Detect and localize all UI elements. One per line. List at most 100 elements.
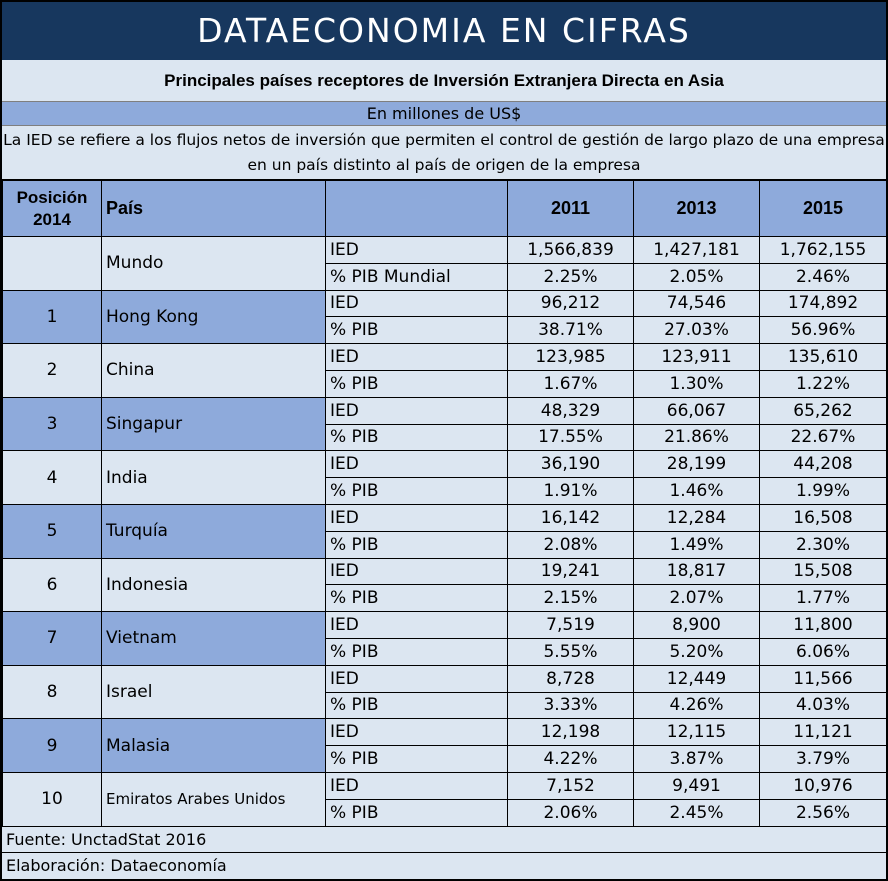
ied-value-cell: 8,728 xyxy=(507,664,634,693)
ied-value-cell: 44,208 xyxy=(759,450,887,479)
country-cell: Indonesia xyxy=(101,557,326,613)
country-cell: Hong Kong xyxy=(101,289,326,345)
metric-label-gdp: % PIB xyxy=(325,316,508,345)
metric-label-gdp: % PIB xyxy=(325,369,508,398)
ied-value-cell: 11,566 xyxy=(759,664,887,693)
table-row: % PIB 1.91% 1.46% 1.99% xyxy=(3,477,887,505)
gdp-share-cell: 3.87% xyxy=(633,745,760,773)
ied-value-cell: 16,508 xyxy=(759,503,887,532)
ied-value-cell: 9,491 xyxy=(633,771,760,800)
table-row: 10 Emiratos Arabes Unidos IED 7,152 9,491 10,… xyxy=(2,771,887,827)
country-cell: Turquía xyxy=(101,503,326,559)
table-row: Mundo IED 1,566,839 1,427,181 1,762,155 xyxy=(2,236,887,291)
rank-cell: 2 xyxy=(2,343,102,398)
metric-label-ied: IED xyxy=(325,664,508,693)
ied-value-cell: 12,115 xyxy=(633,718,760,747)
gdp-share-cell: 2.06% xyxy=(507,798,634,827)
ied-value-cell: 11,121 xyxy=(759,718,887,747)
header-country: País xyxy=(101,180,326,237)
table-row: 3 Singapur IED 48,329 66,067 65,262 xyxy=(2,396,887,452)
gdp-share-cell: 1.77% xyxy=(759,584,887,613)
fdi-table: Posición 2014 País 2011 2013 2015 Mundo I… xyxy=(2,180,887,827)
rank-cell: 6 xyxy=(2,557,102,613)
ied-value-cell: 65,262 xyxy=(759,396,887,425)
metric-label-gdp: % PIB xyxy=(325,477,508,505)
gdp-share-cell: 2.08% xyxy=(507,530,634,559)
gdp-share-cell: 22.67% xyxy=(759,423,887,452)
rank-cell: 9 xyxy=(2,718,102,773)
metric-label-gdp: % PIB xyxy=(325,423,508,452)
ied-value-cell: 15,508 xyxy=(759,557,887,586)
header-year-2015: 2015 xyxy=(759,180,887,237)
ied-value-cell: 36,190 xyxy=(507,450,634,479)
metric-label-ied: IED xyxy=(325,396,508,425)
ied-value-cell: 74,546 xyxy=(633,289,760,318)
ied-value-cell: 18,817 xyxy=(633,557,760,586)
rank-cell: 1 xyxy=(2,289,102,345)
gdp-share-cell: 2.56% xyxy=(759,798,887,827)
ied-value-cell: 10,976 xyxy=(759,771,887,800)
ied-value-cell: 7,519 xyxy=(507,611,634,639)
ied-value-cell: 174,892 xyxy=(759,289,887,318)
ied-value-cell: 1,427,181 xyxy=(633,236,760,264)
rank-cell: 3 xyxy=(2,396,102,452)
gdp-share-cell: 1.49% xyxy=(633,530,760,559)
ied-value-cell: 1,762,155 xyxy=(759,236,887,264)
ied-value-cell: 135,610 xyxy=(759,343,887,371)
ied-value-cell: 66,067 xyxy=(633,396,760,425)
ied-value-cell: 123,985 xyxy=(507,343,634,371)
country-cell: Emiratos Arabes Unidos xyxy=(101,771,326,827)
gdp-share-cell: 27.03% xyxy=(633,316,760,345)
table-row: % PIB 17.55% 21.86% 22.67% xyxy=(3,423,887,452)
metric-label-gdp: % PIB Mundial xyxy=(325,262,508,291)
gdp-share-cell: 3.79% xyxy=(759,745,887,773)
gdp-share-cell: 4.03% xyxy=(759,691,887,720)
header-year-2011: 2011 xyxy=(507,180,634,237)
gdp-share-cell: 2.30% xyxy=(759,530,887,559)
metric-label-ied: IED xyxy=(325,611,508,639)
ied-value-cell: 48,329 xyxy=(507,396,634,425)
metric-label-ied: IED xyxy=(325,503,508,532)
ied-value-cell: 7,152 xyxy=(507,771,634,800)
source-note: Fuente: UnctadStat 2016 xyxy=(2,826,886,853)
gdp-share-cell: 1.99% xyxy=(759,477,887,505)
table-row: 2 China IED 123,985 123,911 135,610 xyxy=(2,343,887,398)
ied-value-cell: 12,198 xyxy=(507,718,634,747)
gdp-share-cell: 2.46% xyxy=(759,262,887,291)
metric-label-ied: IED xyxy=(325,289,508,318)
table-row: 5 Turquía IED 16,142 12,284 16,508 xyxy=(2,503,887,559)
ied-value-cell: 12,449 xyxy=(633,664,760,693)
table-subtitle: Principales países receptores de Inversi… xyxy=(2,60,886,102)
metric-label-gdp: % PIB xyxy=(325,584,508,613)
metric-label-gdp: % PIB xyxy=(325,798,508,827)
gdp-share-cell: 2.45% xyxy=(633,798,760,827)
metric-label-ied: IED xyxy=(325,450,508,479)
ied-value-cell: 16,142 xyxy=(507,503,634,532)
rank-cell xyxy=(2,236,102,291)
ied-value-cell: 11,800 xyxy=(759,611,887,639)
rank-cell: 7 xyxy=(2,611,102,666)
gdp-share-cell: 17.55% xyxy=(507,423,634,452)
table-row: 9 Malasia IED 12,198 12,115 11,121 xyxy=(2,718,887,773)
table-row: % PIB 38.71% 27.03% 56.96% xyxy=(3,316,887,345)
country-cell: China xyxy=(101,343,326,398)
country-cell: India xyxy=(101,450,326,505)
metric-label-gdp: % PIB xyxy=(325,637,508,666)
table-row: 7 Vietnam IED 7,519 8,900 11,800 xyxy=(2,611,887,666)
table-row: % PIB 1.67% 1.30% 1.22% xyxy=(3,369,887,398)
country-cell: Malasia xyxy=(101,718,326,773)
country-cell: Vietnam xyxy=(101,611,326,666)
ied-value-cell: 123,911 xyxy=(633,343,760,371)
gdp-share-cell: 6.06% xyxy=(759,637,887,666)
country-cell: Israel xyxy=(101,664,326,720)
metric-label-ied: IED xyxy=(325,771,508,800)
metric-label-gdp: % PIB xyxy=(325,745,508,773)
table-header-row: Posición 2014 País 2011 2013 2015 xyxy=(2,180,887,237)
table-row: % PIB Mundial 2.25% 2.05% 2.46% xyxy=(3,262,887,291)
gdp-share-cell: 3.33% xyxy=(507,691,634,720)
ied-value-cell: 96,212 xyxy=(507,289,634,318)
metric-label-gdp: % PIB xyxy=(325,691,508,720)
gdp-share-cell: 4.26% xyxy=(633,691,760,720)
gdp-share-cell: 2.25% xyxy=(507,262,634,291)
table-row: 1 Hong Kong IED 96,212 74,546 174,892 xyxy=(2,289,887,345)
